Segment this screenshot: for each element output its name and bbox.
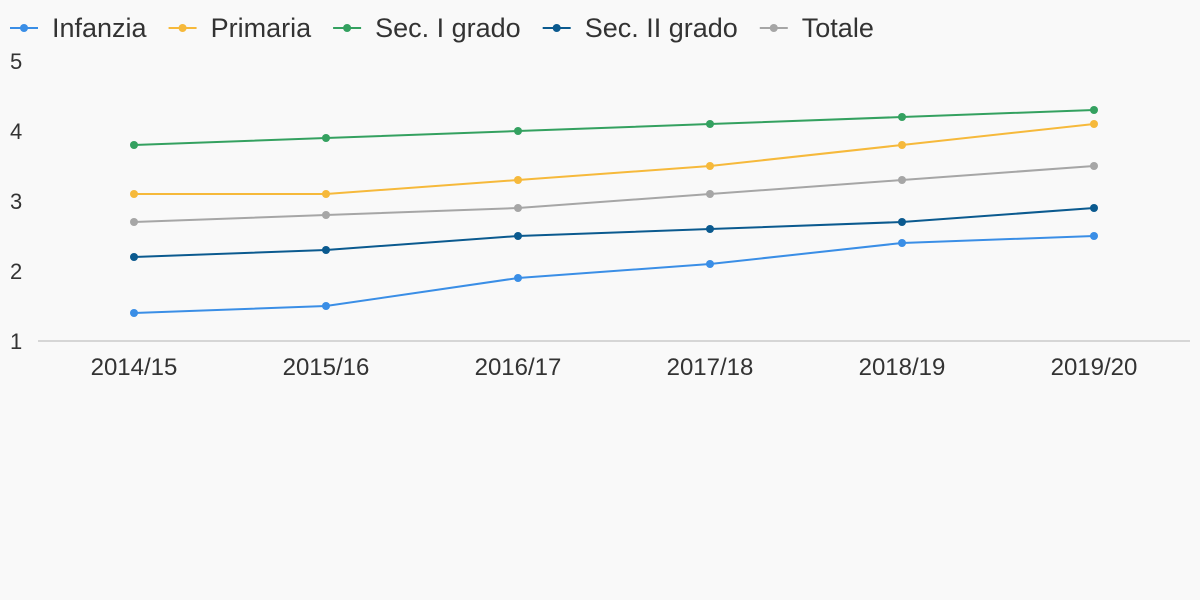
data-point[interactable]	[706, 120, 714, 128]
legend-label: Infanzia	[52, 13, 148, 43]
data-point[interactable]	[514, 176, 522, 184]
data-point[interactable]	[706, 225, 714, 233]
y-tick-label: 2	[10, 259, 22, 284]
legend-item[interactable]: Primaria	[168, 13, 312, 43]
data-point[interactable]	[130, 218, 138, 226]
data-point[interactable]	[1090, 162, 1098, 170]
data-point[interactable]	[898, 218, 906, 226]
data-point[interactable]	[514, 274, 522, 282]
x-tick-label: 2014/15	[91, 354, 178, 381]
series	[130, 106, 1098, 149]
series-line	[133, 165, 1095, 223]
series	[130, 232, 1098, 317]
legend-label: Totale	[802, 13, 874, 43]
y-axis: 1 2 3 4 5	[10, 49, 22, 354]
legend-label: Sec. II grado	[585, 13, 738, 43]
data-point[interactable]	[514, 232, 522, 240]
y-tick-label: 4	[10, 119, 22, 144]
x-tick-label: 2017/18	[667, 354, 754, 381]
series	[130, 120, 1098, 198]
series-line	[133, 207, 1095, 258]
y-tick-label: 5	[10, 49, 22, 74]
data-point[interactable]	[706, 260, 714, 268]
x-tick-label: 2019/20	[1051, 354, 1138, 381]
data-point[interactable]	[1090, 204, 1098, 212]
series-line	[133, 235, 1095, 314]
series-line	[133, 109, 1095, 146]
legend-swatch-marker	[769, 24, 778, 32]
series	[130, 162, 1098, 226]
y-tick-label: 1	[10, 329, 22, 354]
data-point[interactable]	[706, 162, 714, 170]
x-axis: 2014/15 2015/16 2016/17 2017/18 2018/19 2019/…	[91, 354, 1138, 381]
data-point[interactable]	[130, 141, 138, 149]
series-layer	[130, 106, 1098, 317]
legend: Infanzia Primaria Sec. I grado Sec. II grad…	[10, 13, 874, 43]
legend-swatch-marker	[20, 24, 28, 32]
legend-swatch-marker	[343, 24, 352, 32]
x-tick-label: 2015/16	[283, 354, 370, 381]
data-point[interactable]	[130, 309, 138, 317]
data-point[interactable]	[898, 141, 906, 149]
legend-swatch-marker	[552, 24, 561, 32]
data-point[interactable]	[130, 253, 138, 261]
data-point[interactable]	[898, 239, 906, 247]
legend-item[interactable]: Infanzia	[10, 13, 148, 43]
legend-item[interactable]: Sec. I grado	[333, 13, 521, 43]
data-point[interactable]	[1090, 120, 1098, 128]
legend-label: Sec. I grado	[375, 13, 521, 43]
y-tick-label: 3	[10, 189, 22, 214]
series-line	[134, 123, 1095, 195]
data-point[interactable]	[322, 190, 330, 198]
legend-item[interactable]: Totale	[759, 13, 874, 43]
data-point[interactable]	[898, 113, 906, 121]
data-point[interactable]	[322, 134, 330, 142]
data-point[interactable]	[322, 246, 330, 254]
data-point[interactable]	[322, 302, 330, 310]
data-point[interactable]	[322, 211, 330, 219]
data-point[interactable]	[514, 204, 522, 212]
legend-label: Primaria	[211, 13, 312, 43]
data-point[interactable]	[1090, 232, 1098, 240]
legend-item[interactable]: Sec. II grado	[542, 13, 738, 43]
data-point[interactable]	[898, 176, 906, 184]
x-tick-label: 2018/19	[859, 354, 946, 381]
data-point[interactable]	[514, 127, 522, 135]
data-point[interactable]	[1090, 106, 1098, 114]
data-point[interactable]	[706, 190, 714, 198]
data-point[interactable]	[130, 190, 138, 198]
x-tick-label: 2016/17	[475, 354, 562, 381]
legend-swatch-marker	[178, 24, 187, 32]
series	[130, 204, 1098, 261]
